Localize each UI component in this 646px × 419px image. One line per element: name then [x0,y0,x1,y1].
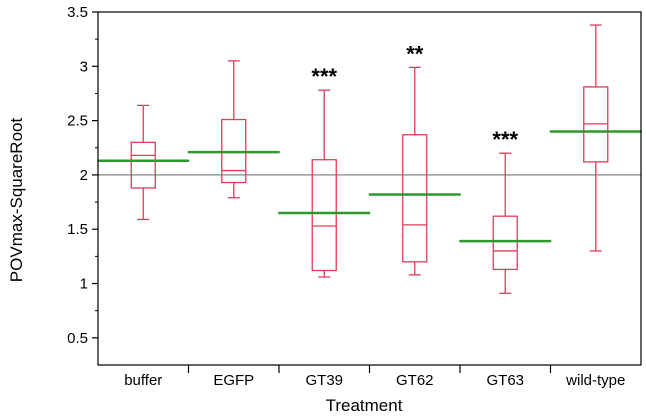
iqr-box [311,159,337,272]
iqr-box [492,215,518,271]
box-EGFP [187,60,280,199]
x-tick-label: GT39 [305,372,343,389]
significance-label: ** [406,41,424,66]
y-axis-title: POVmax-SquareRoot [7,118,26,283]
y-tick-label: 2 [80,167,88,184]
x-tick-label: GT63 [486,372,524,389]
significance-label: *** [492,127,518,152]
iqr-box [402,134,428,263]
box-GT63: *** [459,127,552,294]
iqr-box [130,141,156,189]
x-tick-label: GT62 [396,372,434,389]
x-tick-label: buffer [124,372,162,389]
y-tick-label: 3.5 [67,4,88,21]
box-buffer [97,104,190,221]
x-axis-title: Treatment [326,396,403,415]
box-GT39: *** [278,64,371,278]
y-tick-label: 2.5 [67,113,88,130]
y-tick-label: 0.5 [67,330,88,347]
plot-frame [97,11,642,366]
x-tick-label: EGFP [213,372,254,389]
y-tick-label: 1.5 [67,221,88,238]
significance-label: *** [311,64,337,89]
box-GT62: ** [368,41,461,276]
y-tick-label: 1 [80,276,88,293]
y-tick-label: 3 [80,58,88,75]
box-wild-type [549,24,642,252]
axes: 0.5 1 1.5 2 2.5 3 3.5 buffer EGFP GT39 GT62 GT63 wil… [67,4,642,389]
x-tick-label: wild-type [565,372,625,389]
plot-area: ******** [97,24,642,294]
